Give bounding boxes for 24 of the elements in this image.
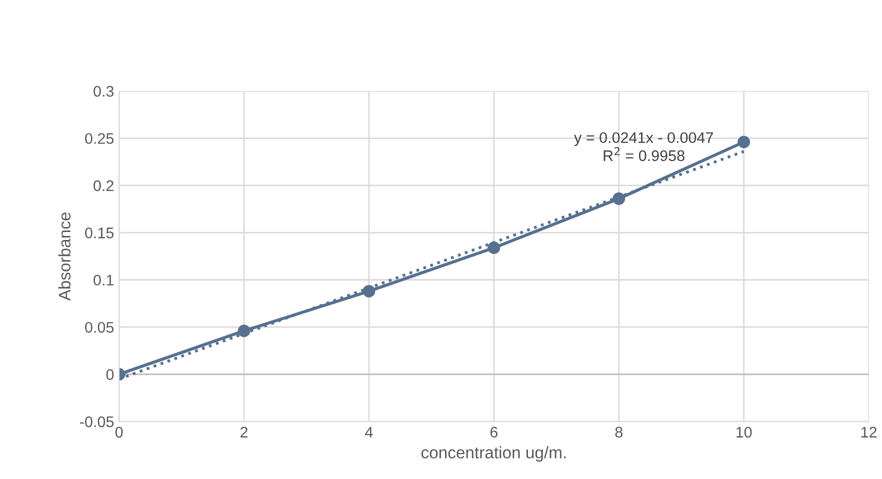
y-axis-title: Absorbance <box>58 212 71 301</box>
point <box>612 192 626 205</box>
x-tick-label: 8 <box>615 426 622 438</box>
x-axis-title: concentration ug/m. <box>421 446 566 462</box>
y-tick-label: -0.05 <box>80 416 114 428</box>
y-tick-label: 0 <box>106 369 114 380</box>
x-tick-label: 12 <box>861 426 876 438</box>
y-tick-label: 0.05 <box>85 322 114 333</box>
x-tick-label: 2 <box>240 426 248 438</box>
point <box>362 284 376 298</box>
x-tick-label: 10 <box>736 426 752 438</box>
x-tick-label: 6 <box>490 426 498 438</box>
y-tick-label: 0.2 <box>94 180 114 192</box>
annotation: y = 0.0241x - 0.0047 <box>574 132 713 146</box>
y-tick-label: 0.15 <box>85 228 114 238</box>
annotation: R$^{2}$ = 0.9958 <box>604 147 684 162</box>
y-tick-label: 0.3 <box>94 86 114 97</box>
y-tick-label: 0.25 <box>85 133 114 144</box>
point <box>238 324 250 338</box>
x-tick-label: 0 <box>115 426 123 438</box>
point <box>738 136 750 148</box>
x-tick-label: 4 <box>365 426 373 438</box>
point <box>488 242 500 254</box>
y-tick-label: 0.1 <box>94 274 114 286</box>
